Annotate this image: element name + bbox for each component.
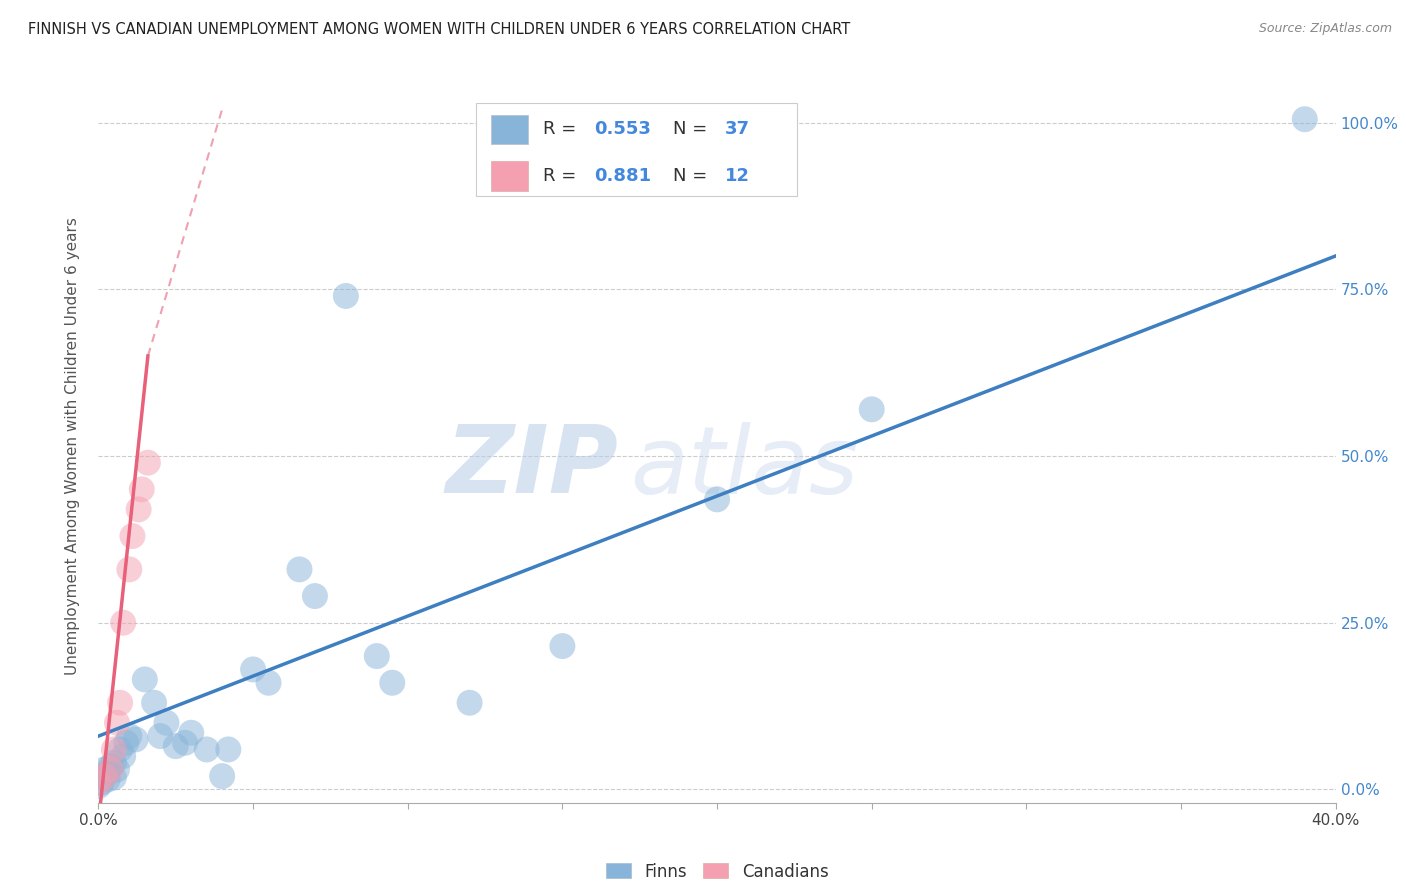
Point	[103, 756, 125, 770]
Text: 0.881: 0.881	[595, 167, 652, 185]
Point	[335, 289, 357, 303]
Point	[97, 765, 120, 780]
Point	[242, 662, 264, 676]
Point	[93, 763, 115, 777]
Text: 37: 37	[724, 120, 749, 138]
FancyBboxPatch shape	[491, 114, 527, 145]
Text: 0.553: 0.553	[595, 120, 651, 138]
Point	[118, 729, 141, 743]
Text: 12: 12	[724, 167, 749, 185]
Text: N =: N =	[672, 167, 713, 185]
Point	[103, 742, 125, 756]
Text: N =: N =	[672, 120, 713, 138]
Y-axis label: Unemployment Among Women with Children Under 6 years: Unemployment Among Women with Children U…	[65, 217, 80, 675]
Point	[115, 736, 138, 750]
Point	[93, 769, 115, 783]
Point	[165, 739, 187, 753]
Point	[381, 675, 404, 690]
Point	[124, 732, 146, 747]
Point	[288, 562, 311, 576]
Point	[87, 776, 110, 790]
Point	[551, 639, 574, 653]
Point	[103, 771, 125, 785]
Legend: Finns, Canadians: Finns, Canadians	[599, 856, 835, 888]
Point	[217, 742, 239, 756]
Point	[134, 673, 156, 687]
Point	[257, 675, 280, 690]
Point	[112, 615, 135, 630]
Point	[90, 776, 112, 790]
Point	[131, 483, 153, 497]
Point	[108, 696, 131, 710]
Point	[108, 742, 131, 756]
Point	[87, 779, 110, 793]
Point	[860, 402, 883, 417]
Point	[105, 763, 128, 777]
Point	[128, 502, 150, 516]
Point	[100, 759, 122, 773]
Point	[155, 715, 177, 730]
FancyBboxPatch shape	[475, 103, 797, 196]
Point	[180, 725, 202, 739]
Point	[136, 456, 159, 470]
Point	[121, 529, 143, 543]
Point	[105, 715, 128, 730]
Text: ZIP: ZIP	[446, 421, 619, 514]
FancyBboxPatch shape	[491, 161, 527, 191]
Point	[143, 696, 166, 710]
Point	[304, 589, 326, 603]
Point	[366, 649, 388, 664]
Point	[195, 742, 218, 756]
Point	[149, 729, 172, 743]
Text: R =: R =	[543, 120, 582, 138]
Point	[93, 769, 115, 783]
Point	[211, 769, 233, 783]
Text: FINNISH VS CANADIAN UNEMPLOYMENT AMONG WOMEN WITH CHILDREN UNDER 6 YEARS CORRELA: FINNISH VS CANADIAN UNEMPLOYMENT AMONG W…	[28, 22, 851, 37]
Point	[112, 749, 135, 764]
Point	[118, 562, 141, 576]
Text: atlas: atlas	[630, 422, 859, 513]
Point	[174, 736, 197, 750]
Text: Source: ZipAtlas.com: Source: ZipAtlas.com	[1258, 22, 1392, 36]
Point	[1294, 112, 1316, 127]
Text: R =: R =	[543, 167, 582, 185]
Point	[97, 772, 120, 787]
Point	[100, 763, 122, 777]
Point	[706, 492, 728, 507]
Point	[458, 696, 481, 710]
